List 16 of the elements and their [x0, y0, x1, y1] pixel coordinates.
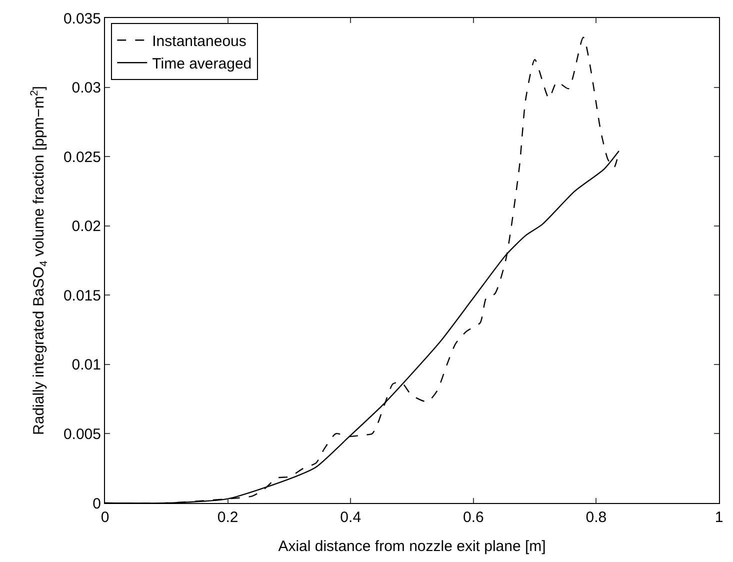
- y-tick-label: 0.01: [72, 356, 101, 374]
- x-tick-label: 0.8: [586, 509, 607, 526]
- y-tick-label: 0.035: [63, 10, 101, 28]
- y-tick-label: 0: [92, 495, 101, 512]
- y-tick-label: 0.015: [63, 287, 101, 304]
- x-tick-label: 0.2: [217, 509, 238, 526]
- y-tick-label: 0.025: [63, 148, 101, 166]
- legend-label: Instantaneous: [152, 32, 246, 50]
- x-tick-label: 1: [714, 509, 724, 526]
- x-tick-label: 0.6: [462, 509, 484, 526]
- x-tick-label: 0.4: [340, 509, 362, 526]
- y-tick-label: 0.005: [63, 426, 101, 443]
- y-tick-label: 0.02: [72, 218, 101, 236]
- legend-label: Time averaged: [152, 55, 252, 72]
- y-tick-label: 0.03: [72, 80, 101, 97]
- x-axis-title: Axial distance from nozzle exit plane [m]: [278, 538, 546, 555]
